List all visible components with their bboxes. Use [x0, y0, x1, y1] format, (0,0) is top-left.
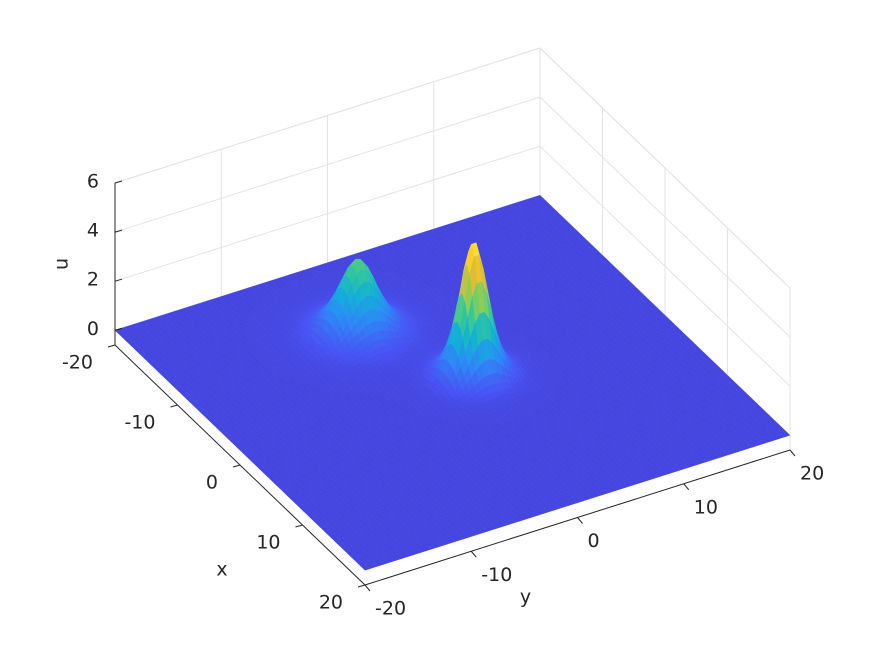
box-edge — [114, 47, 541, 184]
box-edge — [539, 47, 791, 289]
axes-box — [114, 47, 791, 450]
surface — [114, 195, 791, 571]
